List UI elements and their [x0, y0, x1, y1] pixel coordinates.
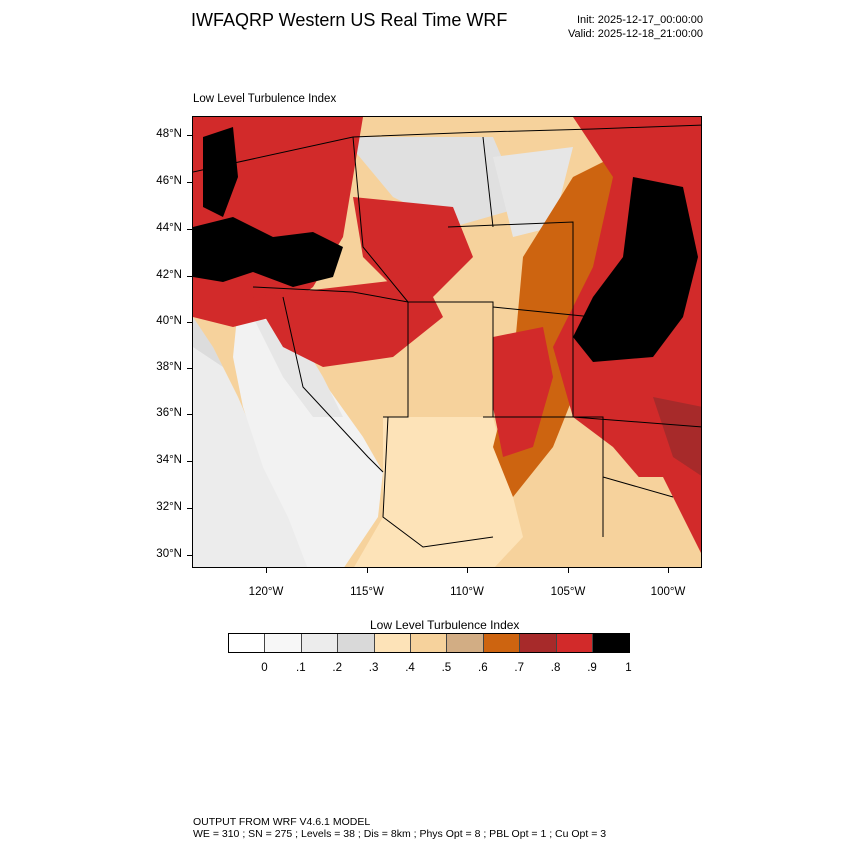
colorbar-box	[374, 634, 411, 652]
colorbar-box	[229, 634, 266, 652]
lat-tick	[187, 414, 192, 415]
colorbar-box	[447, 634, 484, 652]
lat-label: 40°N	[156, 315, 182, 327]
southwest-desert	[354, 417, 523, 567]
lat-tick	[187, 135, 192, 136]
colorbar-box	[556, 634, 593, 652]
lon-label: 105°W	[550, 586, 586, 598]
colorbar-label: .4	[405, 662, 415, 674]
central-valley	[253, 317, 343, 417]
lat-tick	[187, 182, 192, 183]
colorbar-box	[520, 634, 557, 652]
lat-label: 48°N	[156, 128, 182, 140]
plains-black	[573, 177, 698, 362]
lon-tick	[467, 568, 468, 573]
lat-label: 46°N	[156, 175, 182, 187]
colorbar-box	[265, 634, 302, 652]
colorbar-box	[338, 634, 375, 652]
lon-label: 110°W	[450, 586, 484, 598]
panel-title: Low Level Turbulence Index	[193, 93, 337, 105]
colorbar-label: .3	[368, 662, 379, 674]
lat-label: 42°N	[156, 269, 182, 281]
state-borders	[193, 124, 701, 548]
colorbar-label: .2	[332, 662, 342, 674]
lon-label: 120°W	[248, 586, 284, 598]
colorbar-label: .6	[478, 662, 488, 674]
lat-tick	[187, 322, 192, 323]
montana-gray	[343, 137, 523, 227]
map-svg	[193, 117, 701, 567]
colorbar-label: .9	[587, 662, 597, 674]
init-time: Init: 2025-12-17_00:00:00	[577, 14, 703, 26]
lat-tick	[187, 461, 192, 462]
colorbar-box	[410, 634, 448, 652]
colorbar-title: Low Level Turbulence Index	[370, 618, 520, 632]
colorbar-box	[483, 634, 521, 652]
footer-config: WE = 310 ; SN = 275 ; Levels = 38 ; Dis …	[193, 828, 607, 840]
colorbar-box	[592, 634, 630, 652]
lat-label: 30°N	[156, 548, 182, 560]
lat-tick	[187, 508, 192, 509]
texas-darkred	[653, 397, 701, 476]
lat-tick	[187, 555, 192, 556]
lat-label: 34°N	[156, 454, 182, 466]
lon-tick	[568, 568, 569, 573]
lat-label: 44°N	[156, 222, 182, 234]
plot-title: IWFAQRP Western US Real Time WRF	[191, 10, 508, 30]
lon-label: 115°W	[350, 586, 384, 598]
oregon-black	[193, 217, 343, 287]
washington-black	[203, 127, 238, 217]
texas-tan	[573, 477, 701, 567]
turbulence-map	[192, 116, 702, 568]
colorbar-label: .5	[441, 662, 452, 674]
lon-tick	[266, 568, 267, 573]
lat-label: 36°N	[156, 407, 182, 419]
lat-label: 32°N	[156, 501, 182, 513]
lon-label: 100°W	[650, 586, 686, 598]
lat-tick	[187, 368, 192, 369]
california-light	[233, 307, 383, 567]
lon-tick	[668, 568, 669, 573]
colorbar-box	[301, 634, 339, 652]
colorbar-label: .1	[296, 662, 306, 674]
colorado-red	[493, 327, 553, 457]
colorbar	[228, 633, 631, 653]
colorbar-label: .8	[550, 662, 561, 674]
lat-tick	[187, 229, 192, 230]
lon-tick	[367, 568, 368, 573]
colorbar-label: .7	[514, 662, 524, 674]
colorbar-label: 1	[625, 662, 632, 674]
valid-time: Valid: 2025-12-18_21:00:00	[568, 28, 703, 40]
lat-label: 38°N	[156, 361, 182, 373]
colorbar-label: 0	[261, 662, 268, 674]
footer-model: OUTPUT FROM WRF V4.6.1 MODEL	[193, 816, 371, 828]
lat-tick	[187, 276, 192, 277]
